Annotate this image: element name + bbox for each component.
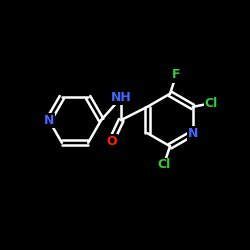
Text: N: N [188,126,198,140]
Text: Cl: Cl [205,96,218,110]
Text: Cl: Cl [157,158,170,172]
Text: N: N [44,114,54,126]
Text: NH: NH [111,91,132,104]
Text: O: O [106,135,117,148]
Text: F: F [172,68,180,82]
